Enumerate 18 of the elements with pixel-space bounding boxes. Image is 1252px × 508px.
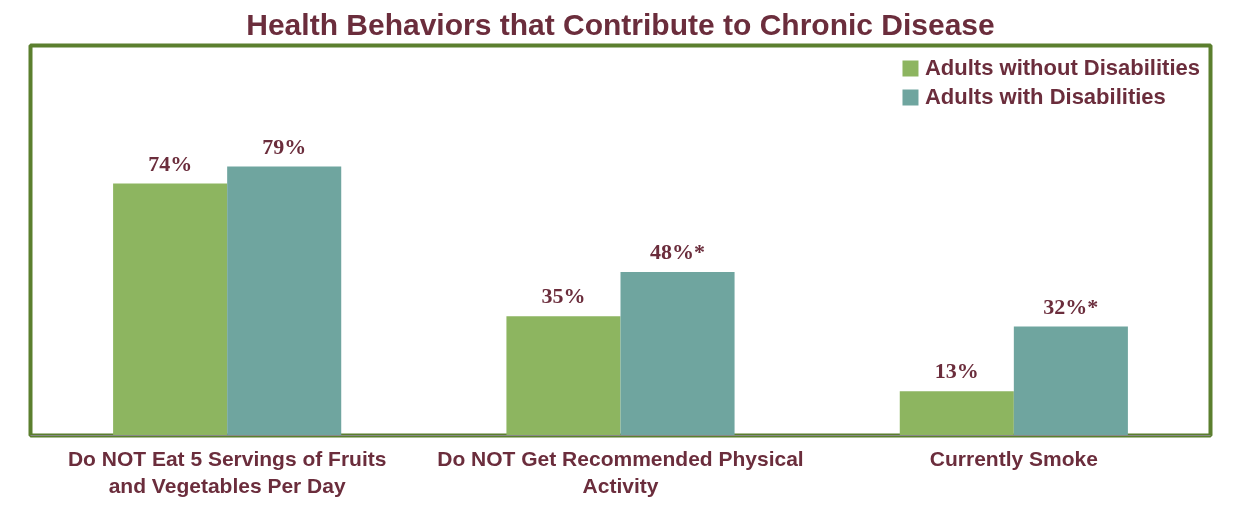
data-label: 35%: [541, 283, 586, 309]
bar: [227, 166, 342, 436]
bar: [1013, 326, 1128, 436]
bar: [620, 272, 735, 436]
bar: [506, 316, 621, 436]
data-label: 48%*: [650, 239, 706, 265]
x-tick-label: Currently Smoke: [929, 446, 1098, 470]
data-label: 74%: [148, 150, 193, 176]
data-label: 13%: [934, 358, 979, 384]
x-tick-label: Do NOT Eat 5 Servings of Fruits and Vegetables Per Day: [67, 446, 387, 498]
x-tick-label: Do NOT Get Recommended Physical Activity: [437, 446, 804, 498]
data-label: 32%*: [1043, 293, 1099, 319]
legend-label: Adults without Disabilities: [924, 55, 1200, 81]
bar: [899, 391, 1014, 436]
bar: [113, 183, 228, 436]
data-label: 79%: [262, 133, 307, 159]
chart-title: Health Behaviors that Contribute to Chronic Disease: [246, 7, 995, 41]
legend-label: Adults with Disabilities: [924, 84, 1166, 110]
